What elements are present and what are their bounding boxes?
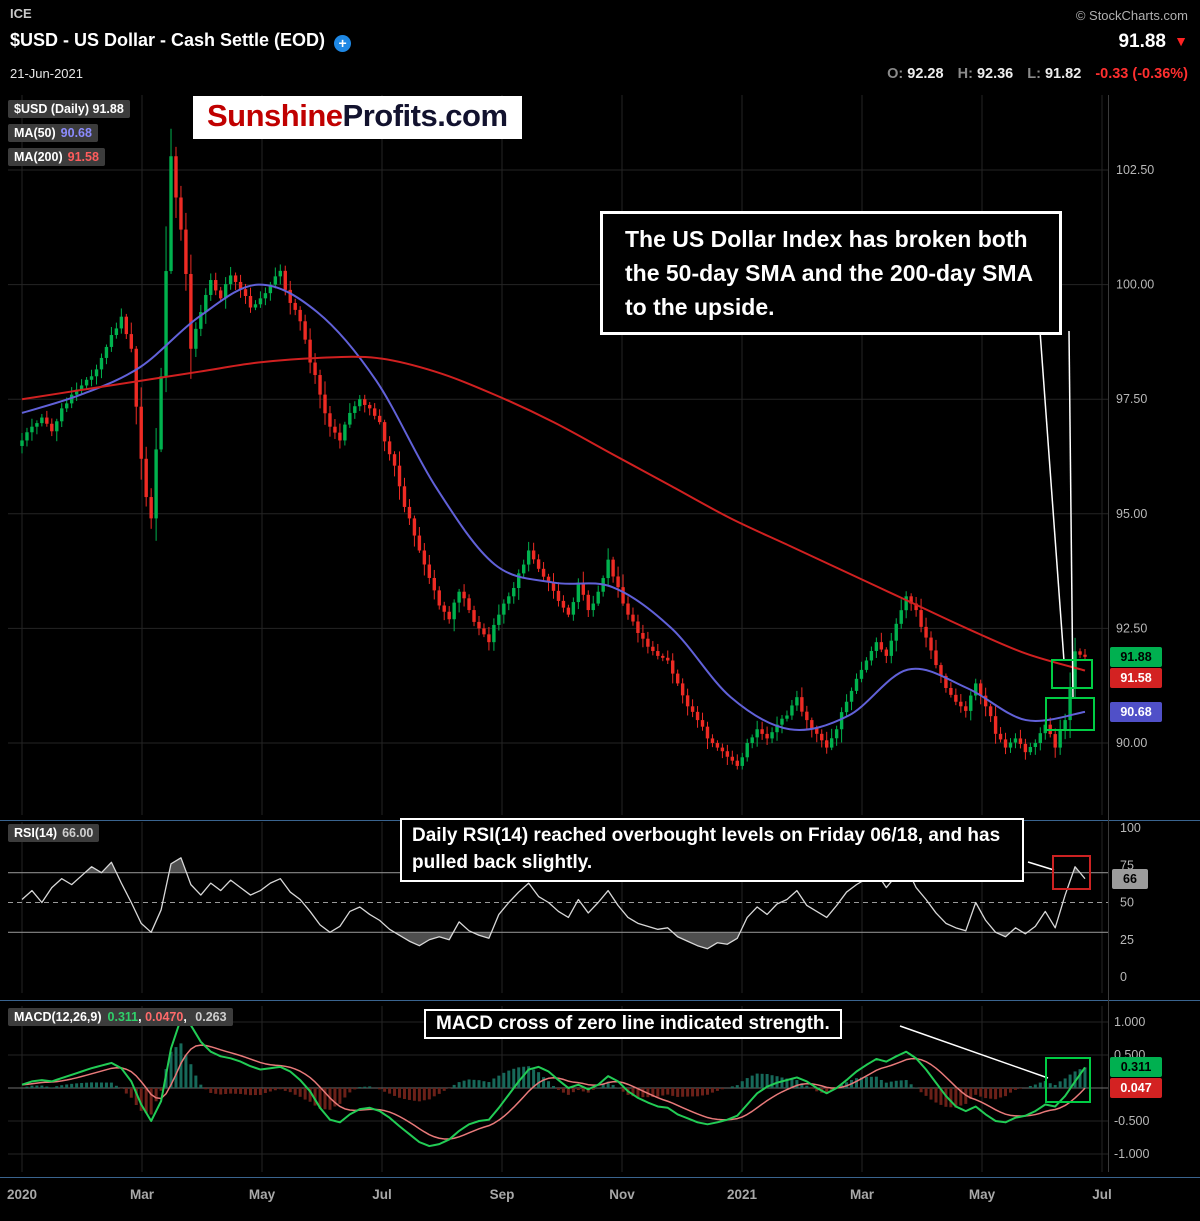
copyright: © StockCharts.com (1075, 8, 1188, 23)
ma200-label: MA(200) (14, 150, 63, 164)
svg-text:97.50: 97.50 (1116, 392, 1147, 406)
svg-text:Jul: Jul (1092, 1187, 1112, 1202)
open-value: 92.28 (907, 66, 944, 82)
svg-text:Mar: Mar (130, 1187, 155, 1202)
symbol-title: $USD - US Dollar - Cash Settle (EOD) + (10, 30, 352, 52)
legend-symbol: $USD (Daily) 91.88 (8, 100, 130, 118)
sunshineprofits-logo: SunshineProfits.com (193, 96, 522, 139)
macd-legend: MACD(12,26,9) 0.311, 0.0470, 0.263 (8, 1008, 233, 1026)
svg-text:90.00: 90.00 (1116, 736, 1147, 750)
rsi-value: 66.00 (62, 826, 94, 840)
logo-part1: Sunshine (207, 98, 343, 133)
ohlc-readout: O: 92.28 H: 92.36 L: 91.82 -0.33 (-0.36%… (877, 66, 1188, 82)
main-annotation: The US Dollar Index has broken both the … (600, 211, 1062, 336)
svg-text:102.50: 102.50 (1116, 163, 1154, 177)
macd-annotation: MACD cross of zero line indicated streng… (424, 1009, 842, 1039)
svg-text:-0.500: -0.500 (1114, 1114, 1149, 1128)
svg-text:1.000: 1.000 (1114, 1015, 1145, 1029)
ma50-label: MA(50) (14, 126, 56, 140)
ma200-badge: 91.58 (1110, 667, 1162, 688)
svg-text:0: 0 (1120, 970, 1127, 984)
ma50-value: 90.68 (60, 126, 92, 140)
svg-text:100: 100 (1120, 821, 1141, 835)
svg-text:Sep: Sep (490, 1187, 515, 1202)
rsi-label: RSI(14) (14, 826, 58, 840)
exchange-label: ICE (10, 6, 32, 21)
change-value: -0.33 (-0.36%) (1095, 66, 1188, 82)
sep2: , (183, 1010, 191, 1024)
svg-text:25: 25 (1120, 933, 1134, 947)
rsi-legend: RSI(14) 66.00 (8, 824, 100, 842)
svg-text:2021: 2021 (727, 1187, 758, 1202)
svg-text:Nov: Nov (609, 1187, 635, 1202)
sep1: , (138, 1010, 146, 1024)
svg-text:92.50: 92.50 (1116, 621, 1147, 635)
ma50-badge: 90.68 (1110, 701, 1162, 722)
open-label: O: (887, 66, 904, 82)
svg-text:May: May (249, 1187, 276, 1202)
plus-icon[interactable]: + (334, 35, 352, 52)
rsi-annotation: Daily RSI(14) reached overbought levels … (400, 818, 1024, 882)
svg-text:95.00: 95.00 (1116, 507, 1147, 521)
low-value: 91.82 (1044, 66, 1082, 82)
legend-ma200: MA(200) 91.58 (8, 148, 105, 166)
ma200-value: 91.58 (67, 150, 99, 164)
high-label: H: (957, 66, 973, 82)
macd-v3: 0.263 (195, 1010, 227, 1024)
svg-text:Mar: Mar (850, 1187, 875, 1202)
macd-label: MACD(12,26,9) (14, 1010, 102, 1024)
svg-text:-1.000: -1.000 (1114, 1147, 1149, 1161)
legend-ma50: MA(50) 90.68 (8, 124, 98, 142)
svg-text:2020: 2020 (7, 1187, 37, 1202)
macd-v2: 0.0470 (145, 1010, 184, 1024)
header-last-price: 91.88 (1118, 31, 1166, 52)
svg-text:May: May (969, 1187, 996, 1202)
low-label: L: (1027, 66, 1041, 82)
svg-text:Jul: Jul (372, 1187, 392, 1202)
svg-text:50: 50 (1120, 896, 1134, 910)
macd-value-badge: 0.311 (1110, 1057, 1162, 1078)
rsi-value-badge: 66 (1112, 868, 1148, 889)
macd-signal-badge: 0.047 (1110, 1078, 1162, 1099)
symbol-title-text: $USD - US Dollar - Cash Settle (EOD) (10, 30, 326, 50)
logo-part2: Profits.com (342, 98, 509, 133)
high-value: 92.36 (976, 66, 1014, 82)
chart-date: 21-Jun-2021 (10, 66, 83, 81)
down-triangle-icon: ▼ (1174, 33, 1188, 49)
svg-text:100.00: 100.00 (1116, 278, 1154, 292)
macd-v1: 0.311 (107, 1010, 139, 1024)
last-price-badge: 91.88 (1110, 646, 1162, 667)
